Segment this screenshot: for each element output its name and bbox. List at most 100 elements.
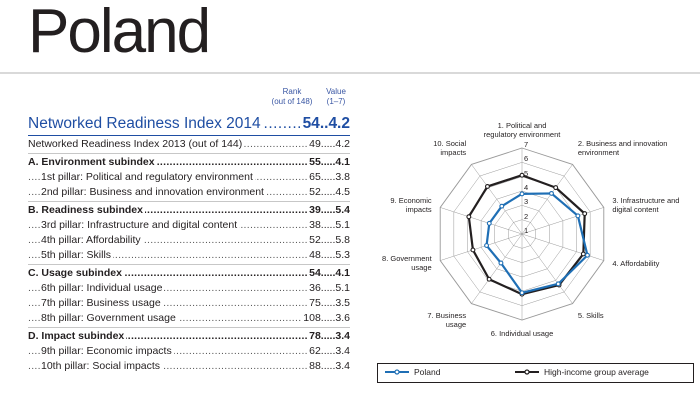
legend-swatch-highincome [515,369,539,375]
row-divider [28,327,350,328]
data-point-poland [486,220,492,226]
main-index-row: ........................................… [28,115,350,135]
row-label: 7th pillar: Business usage [41,296,163,311]
radar-spoke [471,233,523,304]
data-point-highincome [553,185,559,191]
title-rule [0,72,700,74]
row-label: 10th pillar: Social impacts [41,359,163,374]
radar-spoke [521,164,573,235]
row-rank-value: 48.....5.3 [308,248,350,263]
radar-axis-label-line: usage [411,263,432,273]
row-rank-value: 52.....5.8 [308,233,350,248]
radar-tick-label: 7 [524,140,529,149]
radar-tick-label: 4 [524,183,529,192]
rank-column-header: Rank (out of 148) [271,87,313,106]
legend-label-poland: Poland [414,367,441,377]
radar-axis-label: 5. Skills [578,311,604,320]
main-index-underline [28,135,350,136]
data-point-highincome [582,211,588,217]
data-point-highincome [486,276,492,282]
radar-axis-label-line: 1. Political and [497,121,547,130]
radar-axis-label: 8. Government usage [382,254,432,272]
radar-tick-label: 6 [524,154,529,164]
subindex-row: ........................................… [28,266,350,281]
pillar-row: ........................................… [28,281,350,296]
row-rank-value: 38.....5.1 [308,218,350,233]
row-label: 3rd pillar: Infrastructure and digital c… [41,218,240,233]
radar-axis-label: 10. Social impacts [433,139,466,157]
legend-label-highincome: High-income group average [544,367,649,377]
radar-axis-label-line: 9. Economic [390,195,432,205]
radar-axis-label: 7. Business usage [427,311,466,329]
data-point-poland [519,191,525,197]
previous-index-row: ........................................… [28,137,350,152]
radar-axis-label: 9. Economic impacts [390,196,431,214]
data-point-poland [575,213,581,219]
row-rank-value: 108.....3.6 [302,311,350,326]
radar-spoke [440,233,523,261]
radar-tick-label: 2 [524,211,529,221]
pillar-row: ........................................… [28,170,350,185]
data-point-highincome [580,251,586,257]
row-rank-value: 55.....4.1 [308,155,350,170]
pillar-row: ........................................… [28,296,350,311]
row-label: 2nd pillar: Business and innovation envi… [41,185,266,200]
pillar-row: ........................................… [28,359,350,374]
radar-spoke [471,164,523,235]
row-divider [28,264,350,265]
radar-spoke [440,207,523,235]
radar-tick-label: 3 [524,197,529,207]
data-point-highincome [470,247,476,253]
row-label: 1st pillar: Political and regulatory env… [41,170,255,185]
radar-tick-label: 5 [524,168,529,178]
pillar-row: ........................................… [28,185,350,200]
row-rank-value: 39.....5.4 [308,203,350,218]
radar-spoke [521,233,573,304]
data-point-poland [498,260,504,266]
radar-axis-label-line: 10. Social [433,139,467,149]
radar-axis-label-line: 5. Skills [577,310,604,320]
row-rank-value: 49.....4.2 [308,137,350,152]
pillar-row: ........................................… [28,344,350,359]
row-label: 8th pillar: Government usage [41,311,178,326]
radar-axis-label-line: 2. Business and innovation [577,139,668,149]
row-rank-value: 54.....4.1 [308,266,350,281]
radar-axis-label-line: 7. Business [427,310,467,320]
chart-legend: Poland High-income group average [377,363,694,383]
main-index-rank-value: 54..4.2 [300,115,350,133]
data-point-poland [484,243,490,248]
radar-tick-label: 1 [524,226,529,235]
row-rank-value: 78.....3.4 [308,329,350,344]
radar-axis-label-line: digital content [612,204,659,214]
radar-axis-label: 4. Affordability [612,259,659,268]
pillar-row: ........................................… [28,233,350,248]
row-rank-value: 36.....5.1 [308,281,350,296]
radar-axis-label-line: impacts [405,204,432,214]
radar-axis-label: 6. Individual usage [491,329,554,338]
radar-spoke [521,207,604,235]
radar-axis-label: 3. Infrastructure and digital content [612,196,679,214]
data-point-poland [519,290,525,296]
subindex-row: ........................................… [28,203,350,218]
row-divider [28,153,350,154]
main-index-label: Networked Readiness Index 2014 [28,115,263,133]
data-point-poland [499,203,505,209]
value-column-header: Value (1–7) [326,87,346,106]
pillar-row: ........................................… [28,311,350,326]
country-title: Poland [28,0,211,66]
data-point-poland [549,190,554,196]
row-label: B. Readiness subindex [28,203,145,218]
radar-axis-label: 2. Business and innovation environment [578,139,668,157]
row-divider [28,201,350,202]
row-rank-value: 65.....3.8 [308,170,350,185]
radar-axis-label-line: regulatory environment [483,130,561,139]
row-label: A. Environment subindex [28,155,157,170]
radar-axis-label: 1. Political and regulatory environment [484,121,561,139]
row-label: C. Usage subindex [28,266,124,281]
data-point-highincome [485,184,490,189]
data-point-poland [555,281,561,287]
row-label: 9th pillar: Economic impacts [41,344,174,359]
radar-axis-label-line: environment [577,148,620,158]
row-label: D. Impact subindex [28,329,127,344]
row-label: Networked Readiness Index 2013 (out of 1… [28,137,245,152]
